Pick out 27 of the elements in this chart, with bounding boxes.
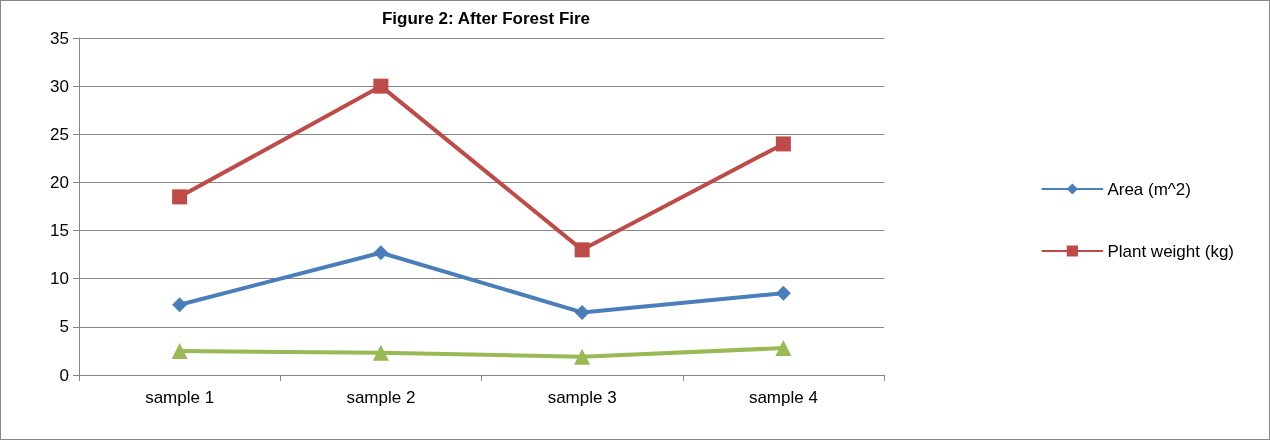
legend-label: Plant weight (kg) xyxy=(1107,241,1235,261)
point xyxy=(574,242,590,258)
y-tick-label: 10 xyxy=(50,269,69,289)
x-tick-label: sample 2 xyxy=(346,388,416,407)
point xyxy=(574,304,590,320)
point xyxy=(775,340,792,357)
point xyxy=(574,348,591,365)
point xyxy=(775,285,791,301)
point xyxy=(171,342,188,359)
chart-title: Figure 2: After Forest Fire xyxy=(381,9,591,28)
x-tick-label: sample 3 xyxy=(547,388,617,407)
y-tick-label: 20 xyxy=(50,172,69,192)
point xyxy=(172,297,188,313)
legend-label: Area (m^2) xyxy=(1107,179,1191,199)
y-tick-label: 0 xyxy=(59,365,69,385)
y-tick-label: 35 xyxy=(50,28,69,48)
y-tick-label: 15 xyxy=(50,221,69,241)
y-tick-label: 30 xyxy=(50,76,69,96)
y-tick-label: 5 xyxy=(59,317,69,337)
point xyxy=(373,245,389,261)
point xyxy=(373,78,389,94)
point xyxy=(775,136,791,152)
x-tick-label: sample 4 xyxy=(748,388,818,407)
point xyxy=(372,344,389,361)
x-tick-label: sample 1 xyxy=(145,388,215,407)
point xyxy=(172,189,188,205)
y-tick-label: 25 xyxy=(50,124,69,144)
